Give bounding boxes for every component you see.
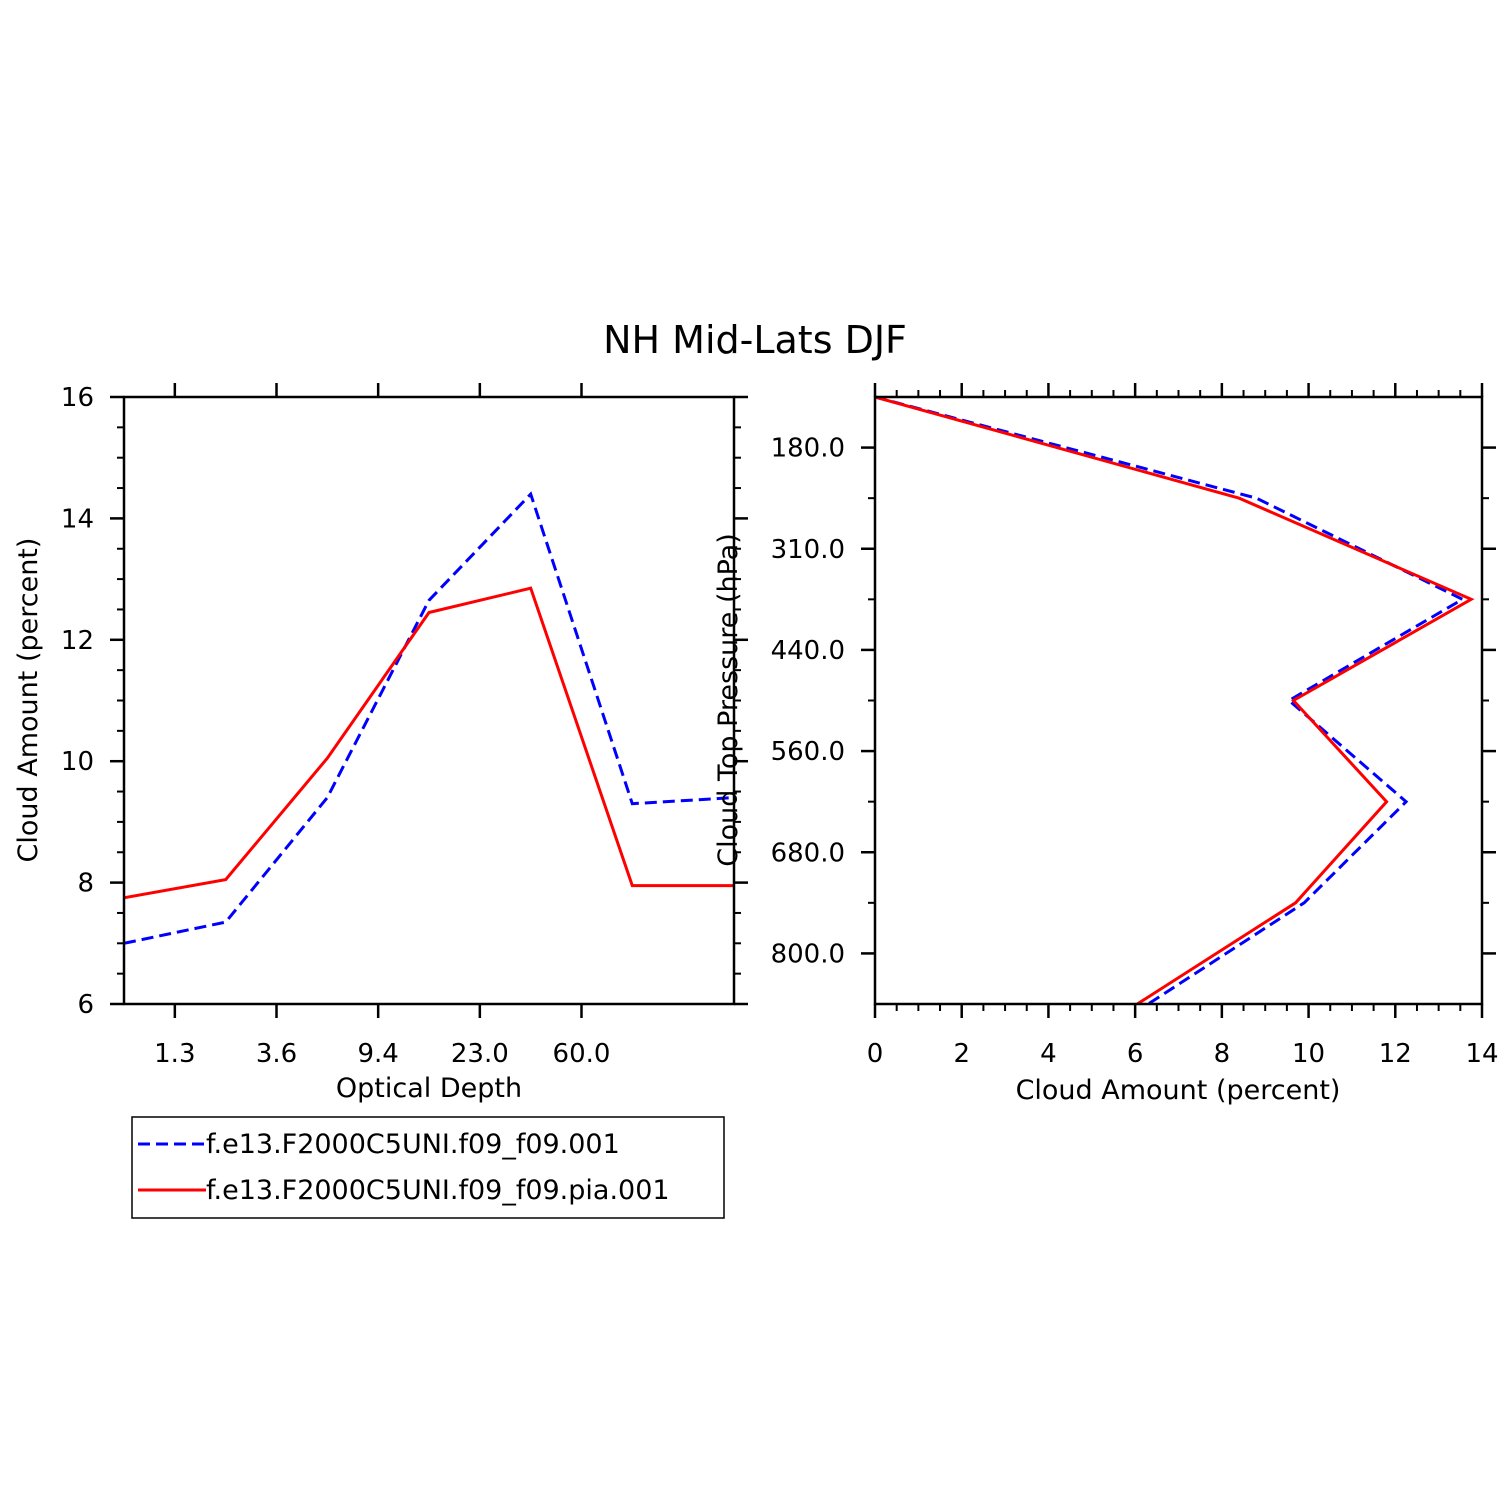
y-tick-label: 16 xyxy=(61,383,94,413)
x-tick-label: 6 xyxy=(1127,1039,1144,1069)
legend-box xyxy=(131,1116,725,1219)
pressure-profile-series-line-1 xyxy=(874,395,1475,1006)
y-tick-label: 6 xyxy=(77,990,94,1020)
y-tick-label: 8 xyxy=(77,869,94,899)
optical-depth-y-axis-label: Cloud Amount (percent) xyxy=(13,538,44,863)
x-tick-label: 3.6 xyxy=(256,1039,297,1069)
pressure-profile-y-axis-label: Cloud Top Pressure (hPa) xyxy=(713,533,744,867)
optical-depth-ticks: 6 8 10 12 14 16 1.3 3.6 9.4 23.0 60.0 xyxy=(61,383,748,1069)
legend-label-series-a: f.e13.F2000C5UNI.f09_f09.001 xyxy=(206,1129,620,1160)
optical-depth-plot-frame xyxy=(122,395,736,1006)
pressure-profile-panel: 0 2 4 6 8 10 12 14 180.0 310.0 440.0 560.0 680.0 800.… xyxy=(713,383,1499,1106)
x-tick-label: 8 xyxy=(1214,1039,1231,1069)
pressure-profile-x-axis-label: Cloud Amount (percent) xyxy=(1016,1075,1341,1106)
figure-title: NH Mid-Lats DJF xyxy=(603,318,907,362)
x-tick-label: 23.0 xyxy=(451,1039,509,1069)
x-tick-label: 1.3 xyxy=(154,1039,195,1069)
pressure-profile-plot-frame xyxy=(873,395,1484,1006)
pressure-profile-series-line-0 xyxy=(874,395,1466,1006)
x-tick-label: 14 xyxy=(1465,1039,1498,1069)
x-tick-label: 4 xyxy=(1040,1039,1057,1069)
legend-label-series-b: f.e13.F2000C5UNI.f09_f09.pia.001 xyxy=(206,1175,670,1206)
y-tick-label: 560.0 xyxy=(771,737,845,767)
legend: f.e13.F2000C5UNI.f09_f09.001 f.e13.F2000… xyxy=(131,1116,725,1219)
optical-depth-series-line-1 xyxy=(123,586,734,900)
optical-depth-series-line-0 xyxy=(123,491,735,945)
x-tick-label: 2 xyxy=(953,1039,970,1069)
y-tick-label: 10 xyxy=(61,747,94,777)
y-tick-label: 800.0 xyxy=(771,939,845,969)
x-tick-label: 60.0 xyxy=(553,1039,611,1069)
x-tick-label: 9.4 xyxy=(357,1039,398,1069)
pressure-profile-ticks: 0 2 4 6 8 10 12 14 180.0 310.0 440.0 560.0 680.0 800.… xyxy=(771,383,1499,1069)
pressure-profile-series xyxy=(874,395,1475,1006)
y-tick-label: 440.0 xyxy=(771,636,845,666)
optical-depth-x-axis-label: Optical Depth xyxy=(336,1073,522,1104)
y-tick-label: 12 xyxy=(61,626,94,656)
x-tick-label: 10 xyxy=(1292,1039,1325,1069)
y-tick-label: 310.0 xyxy=(771,535,845,565)
y-tick-label: 680.0 xyxy=(771,838,845,868)
y-tick-label: 14 xyxy=(61,504,94,534)
x-tick-label: 12 xyxy=(1379,1039,1412,1069)
x-tick-label: 0 xyxy=(867,1039,884,1069)
optical-depth-panel: 6 8 10 12 14 16 1.3 3.6 9.4 23.0 60.0 Optical Dept… xyxy=(13,383,748,1104)
optical-depth-series xyxy=(123,491,735,945)
y-tick-label: 180.0 xyxy=(771,434,845,464)
